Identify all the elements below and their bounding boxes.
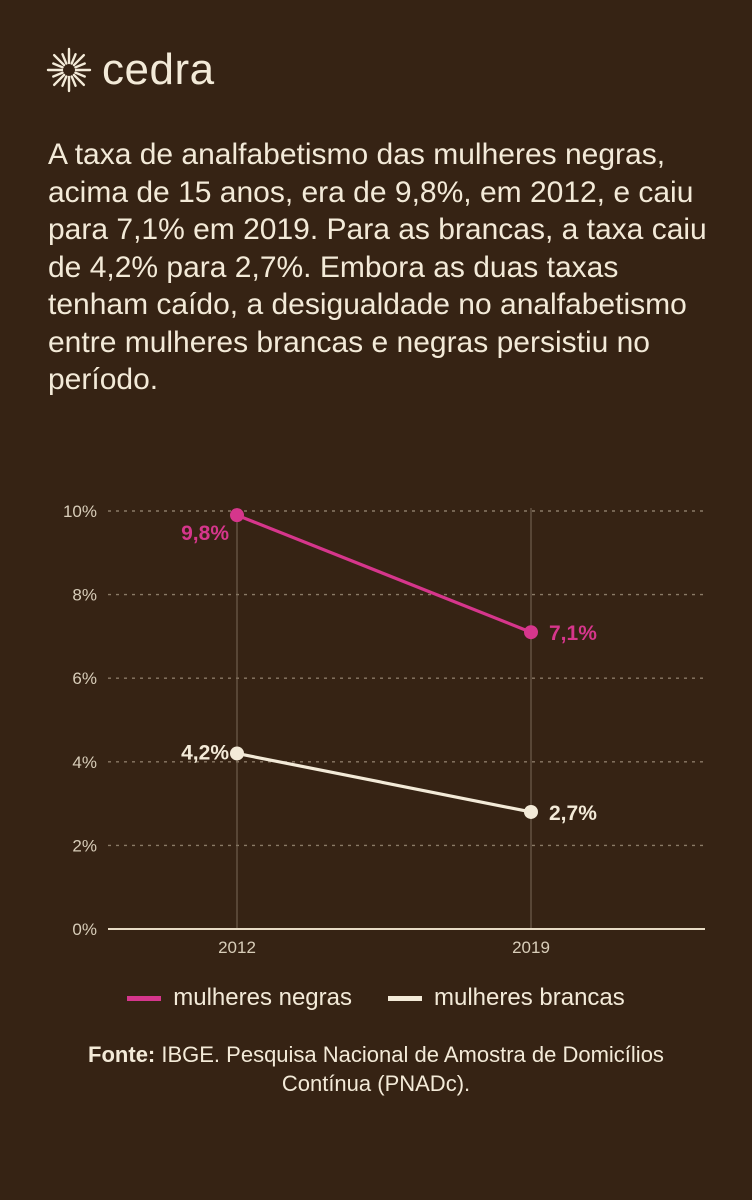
y-tick-label: 8% — [72, 586, 97, 605]
sunburst-ray — [74, 71, 86, 78]
sunburst-ray — [52, 71, 64, 78]
line-chart: 0% 2% 4% 6% 8% 10% 2012 2019 9,8% 7,1% 4,2% 2,7% — [63, 502, 705, 957]
sunburst-ray — [72, 73, 86, 87]
data-label-1-1: 2,7% — [549, 802, 597, 825]
sunburst-ray — [52, 53, 66, 67]
sunburst-ray — [52, 73, 66, 87]
series: 9,8% 7,1% 4,2% 2,7% — [181, 508, 597, 825]
data-label-1-0: 4,2% — [181, 741, 229, 764]
series-line-0 — [236, 513, 532, 634]
legend-item-brancas: mulheres brancas — [388, 984, 625, 1012]
intro-text: A taxa de analfabetismo das mulheres neg… — [48, 138, 707, 396]
sunburst-icon — [46, 47, 92, 93]
brand-logo: cedra — [46, 44, 215, 96]
legend-item-negras: mulheres negras — [127, 984, 352, 1012]
axes: 0% 2% 4% 6% 8% 10% 2012 2019 — [63, 502, 705, 957]
data-point-1-1 — [524, 804, 538, 819]
data-point-1-0 — [230, 746, 244, 761]
x-tick-label: 2019 — [512, 938, 550, 957]
y-tick-label: 2% — [72, 836, 97, 855]
legend-label-brancas: mulheres brancas — [434, 984, 625, 1011]
series-line-1 — [236, 751, 532, 814]
source-note: Fonte: IBGE. Pesquisa Nacional de Amostr… — [60, 1040, 692, 1098]
legend-swatch-negras — [127, 995, 162, 1001]
sunburst-ray — [70, 75, 77, 87]
sunburst-ray — [72, 53, 86, 67]
source-text: IBGE. Pesquisa Nacional de Amostra de Do… — [155, 1042, 664, 1096]
data-point-0-1 — [524, 625, 538, 640]
grid — [108, 508, 705, 929]
legend: mulheres negras mulheres brancas — [0, 984, 752, 1012]
sunburst-ray — [52, 62, 64, 69]
source-label: Fonte: — [88, 1042, 156, 1067]
legend-label-negras: mulheres negras — [173, 984, 352, 1011]
sunburst-ray — [61, 75, 68, 87]
data-label-0-1: 7,1% — [549, 622, 597, 645]
x-tick-label: 2012 — [218, 938, 256, 957]
sunburst-ray — [61, 53, 68, 65]
sunburst-ray — [74, 62, 86, 69]
brand-name: cedra — [102, 45, 215, 94]
data-label-0-0: 9,8% — [181, 522, 229, 545]
data-point-0-0 — [230, 508, 244, 523]
legend-swatch-brancas — [388, 995, 422, 1001]
y-tick-label: 6% — [72, 669, 97, 688]
y-tick-label: 0% — [72, 920, 97, 939]
y-tick-label: 4% — [72, 753, 97, 772]
y-tick-label: 10% — [63, 502, 97, 521]
sunburst-ray — [70, 53, 77, 65]
